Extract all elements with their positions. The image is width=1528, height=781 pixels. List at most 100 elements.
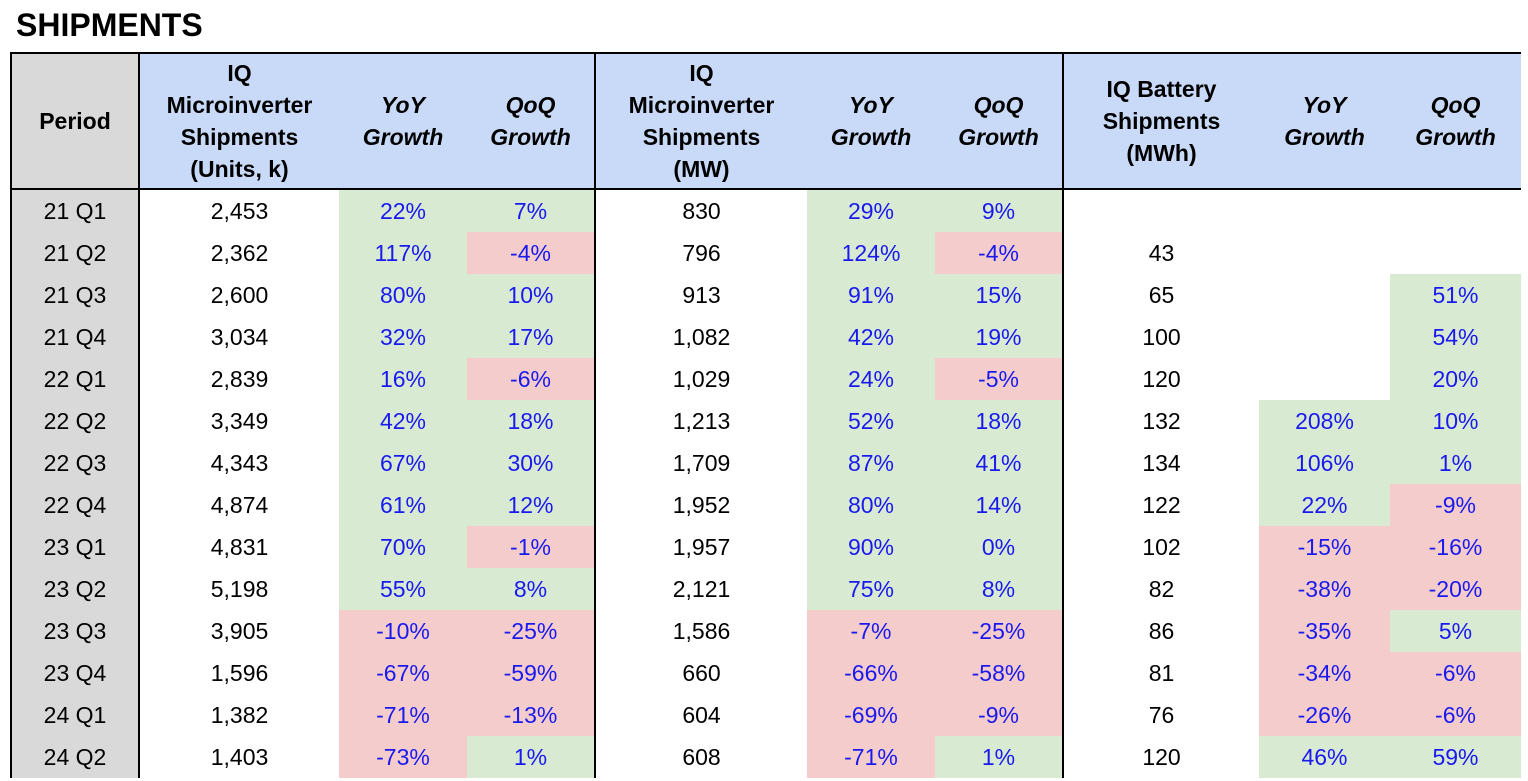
header-line: Growth [830, 124, 912, 150]
units-cell: 3,349 [138, 400, 339, 442]
battery-qoq-cell: 10% [1390, 400, 1521, 442]
battery-qoq-cell: 1% [1390, 442, 1521, 484]
battery-qoq-cell: 5% [1390, 610, 1521, 652]
battery-yoy-cell: -26% [1259, 694, 1390, 736]
page-title: SHIPMENTS [16, 7, 203, 43]
mw-yoy-cell: 29% [807, 189, 935, 232]
battery-cell: 100 [1142, 324, 1181, 350]
battery-yoy-cell: -35% [1259, 610, 1390, 652]
table-row: 23 Q2 5,198 55% 8% 2,121 75% 8% 82 -38% … [10, 568, 1521, 610]
battery-cell [1063, 189, 1259, 232]
units-yoy-cell: -73% [339, 736, 467, 778]
units-yoy-cell: 117% [339, 232, 467, 274]
mw-qoq-cell: 41% [935, 442, 1064, 484]
period-cell: 23 Q1 [10, 526, 139, 568]
mw-yoy-cell: -69% [807, 694, 935, 736]
header-row: Period IQ Microinverter Shipments (Units… [10, 52, 1521, 190]
units-yoy-cell: 32% [339, 316, 467, 358]
table-body: 21 Q1 2,453 22% 7% 830 29% 9% 21 Q2 2,36… [10, 189, 1521, 778]
header-units-line: (Units, k) [190, 156, 289, 182]
battery-cell: 76 [1148, 702, 1175, 728]
mw-qoq-cell: 8% [935, 568, 1064, 610]
mw-cell: 1,957 [672, 534, 731, 560]
mw-yoy-cell: 90% [807, 526, 935, 568]
header-line: YoY [849, 92, 893, 118]
mw-cell: 830 [682, 198, 721, 224]
units-yoy-cell: 55% [339, 568, 467, 610]
units-qoq-cell: 8% [467, 568, 596, 610]
period-cell: 23 Q3 [10, 610, 139, 652]
header-battery-line: IQ Battery [1106, 76, 1217, 102]
units-cell: 4,343 [138, 442, 339, 484]
battery-qoq-cell: 59% [1390, 736, 1521, 778]
units-cell: 4,874 [138, 484, 339, 526]
table-row: 22 Q2 3,349 42% 18% 1,213 52% 18% 132 20… [10, 400, 1521, 442]
battery-cell: 65 [1148, 282, 1175, 308]
units-cell: 2,362 [138, 232, 339, 274]
units-cell: 1,403 [138, 736, 339, 778]
battery-cell: 122 [1142, 492, 1181, 518]
battery-qoq-cell: 20% [1390, 358, 1521, 400]
units-qoq-cell: 1% [467, 736, 596, 778]
header-units-line: Microinverter [166, 92, 313, 118]
units-cell: 1,382 [138, 694, 339, 736]
units-yoy-cell: 42% [339, 400, 467, 442]
period-cell: 24 Q1 [10, 694, 139, 736]
battery-yoy-cell [1259, 232, 1390, 274]
header-mw: IQ Microinverter Shipments (MW) [595, 52, 807, 190]
header-units-line: Shipments [180, 124, 299, 150]
battery-yoy-cell: 22% [1259, 484, 1390, 526]
mw-yoy-cell: 124% [807, 232, 935, 274]
battery-yoy-cell [1259, 358, 1390, 400]
units-qoq-cell: 10% [467, 274, 596, 316]
mw-cell: 608 [682, 744, 721, 770]
mw-cell: 1,709 [672, 450, 731, 476]
period-cell: 21 Q4 [10, 316, 139, 358]
header-mw-qoq: QoQ Growth [935, 52, 1064, 190]
header-units-yoy: YoY Growth [339, 52, 467, 190]
header-line: Growth [958, 124, 1039, 150]
header-mw-line: IQ [689, 60, 714, 86]
period-cell: 21 Q2 [10, 232, 139, 274]
battery-qoq-cell: -20% [1390, 568, 1521, 610]
header-line: Growth [490, 124, 571, 150]
header-mw-line: Shipments [642, 124, 761, 150]
battery-yoy-cell [1259, 274, 1390, 316]
mw-yoy-cell: 80% [807, 484, 935, 526]
header-line: Growth [1284, 124, 1365, 150]
mw-qoq-cell: -9% [935, 694, 1064, 736]
battery-yoy-cell: 208% [1259, 400, 1390, 442]
units-yoy-cell: -10% [339, 610, 467, 652]
mw-yoy-cell: 42% [807, 316, 935, 358]
header-units-line: IQ [227, 60, 252, 86]
table-row: 21 Q4 3,034 32% 17% 1,082 42% 19% 100 54… [10, 316, 1521, 358]
battery-yoy-cell: -15% [1259, 526, 1390, 568]
header-battery-yoy: YoY Growth [1259, 52, 1390, 190]
header-units: IQ Microinverter Shipments (Units, k) [138, 52, 339, 190]
table-row: 23 Q4 1,596 -67% -59% 660 -66% -58% 81 -… [10, 652, 1521, 694]
header-units-qoq: QoQ Growth [467, 52, 596, 190]
units-cell: 5,198 [138, 568, 339, 610]
units-yoy-cell: 80% [339, 274, 467, 316]
battery-yoy-cell: 106% [1259, 442, 1390, 484]
battery-cell: 134 [1142, 450, 1181, 476]
units-cell: 2,600 [138, 274, 339, 316]
units-qoq-cell: -1% [467, 526, 596, 568]
battery-yoy-cell: -38% [1259, 568, 1390, 610]
header-line: Growth [362, 124, 444, 150]
units-cell: 3,905 [138, 610, 339, 652]
units-cell: 3,034 [138, 316, 339, 358]
mw-cell: 796 [682, 240, 721, 266]
battery-cell: 81 [1148, 660, 1175, 686]
units-qoq-cell: -4% [467, 232, 596, 274]
mw-cell: 604 [682, 702, 721, 728]
mw-qoq-cell: -25% [935, 610, 1064, 652]
header-line: Growth [1415, 124, 1496, 150]
mw-yoy-cell: 75% [807, 568, 935, 610]
battery-cell: 120 [1142, 744, 1181, 770]
units-cell: 2,839 [138, 358, 339, 400]
period-cell: 22 Q4 [10, 484, 139, 526]
mw-yoy-cell: 52% [807, 400, 935, 442]
period-cell: 23 Q2 [10, 568, 139, 610]
header-battery-line: Shipments [1102, 108, 1221, 134]
